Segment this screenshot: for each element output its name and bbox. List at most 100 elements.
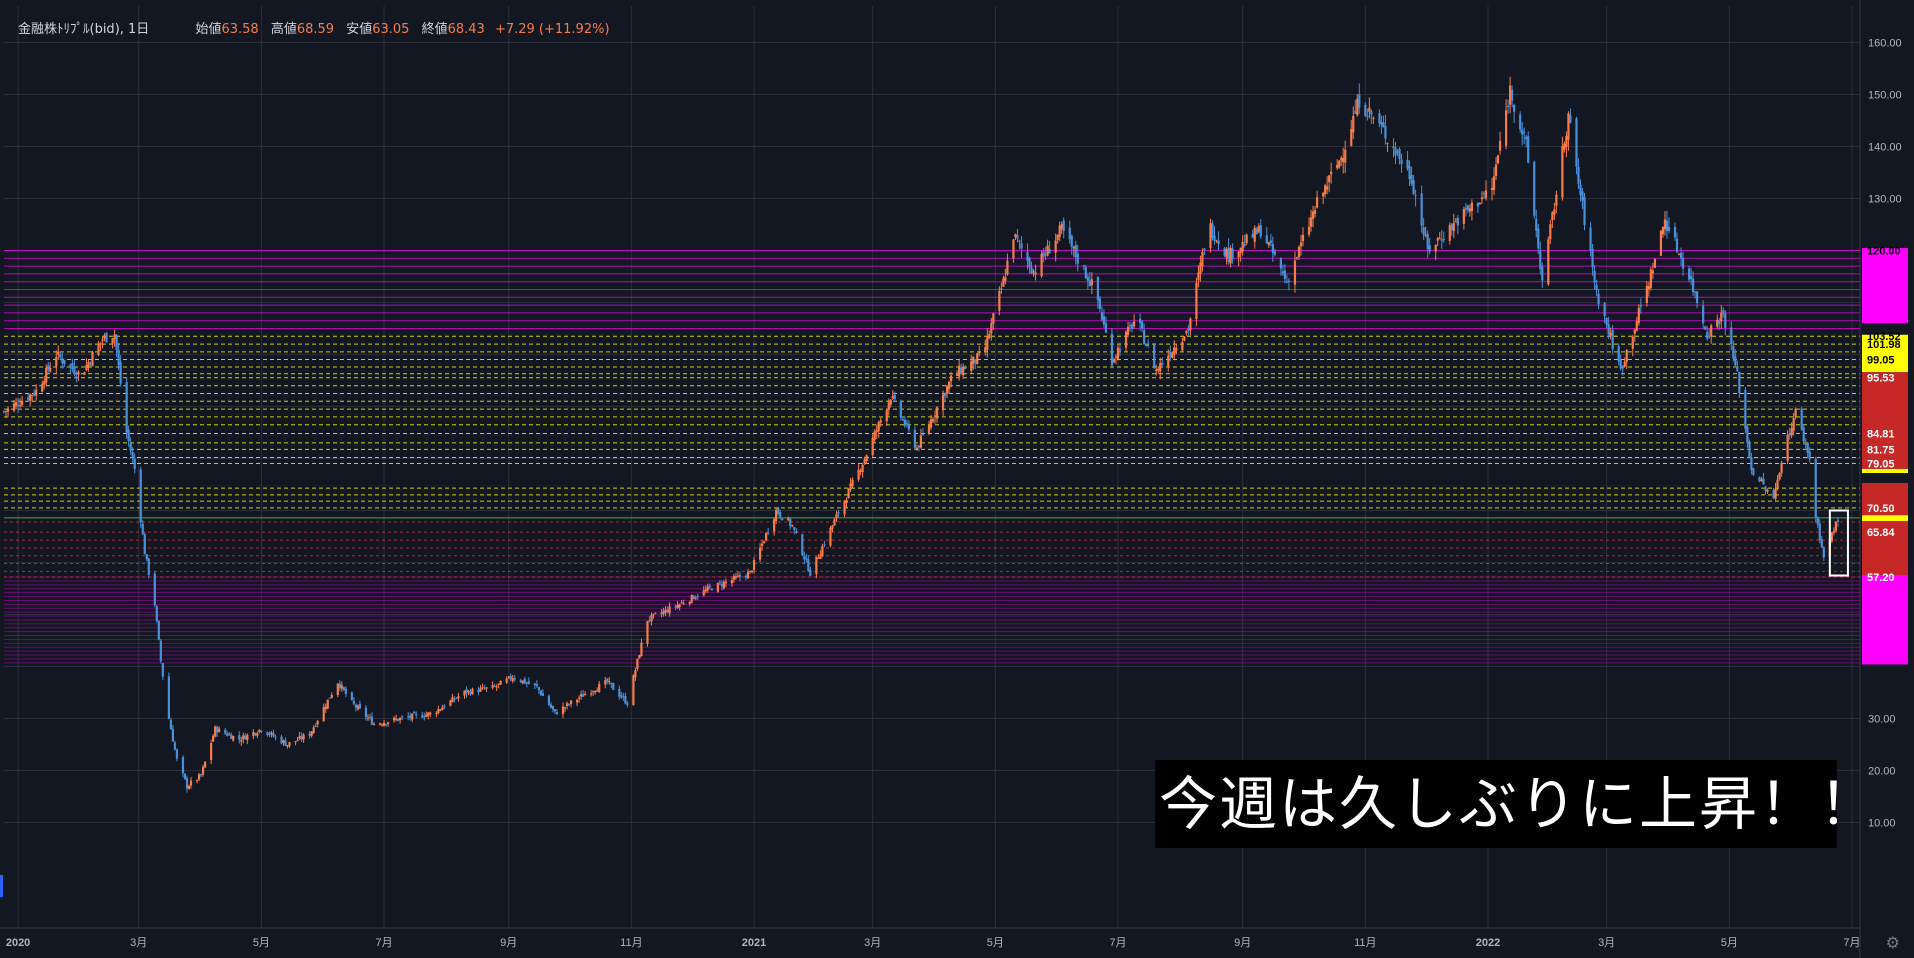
candle-body [296, 740, 299, 742]
candle-body [861, 464, 864, 472]
candle-body [1018, 240, 1021, 242]
candle-body [429, 712, 432, 715]
candle-body [1738, 371, 1741, 393]
candle-body [35, 389, 38, 396]
candle-body [1062, 220, 1065, 231]
candle-body [1074, 244, 1077, 258]
candle-body [915, 447, 919, 450]
candle-body [1058, 225, 1061, 237]
candle-body [1689, 275, 1693, 280]
candle-body [718, 582, 721, 584]
caption-text: 今週は久しぶりに上昇！！ [1159, 770, 1837, 838]
open-label: 始値 [195, 22, 222, 37]
candle-body [1358, 94, 1361, 108]
candle-body [139, 469, 142, 523]
candle-body [189, 780, 193, 786]
candle-body [935, 407, 939, 419]
candle-body [1818, 523, 1821, 540]
candle-body [511, 678, 514, 682]
candle-body [696, 596, 699, 598]
candle-body [395, 718, 398, 720]
candle-body [1734, 356, 1737, 366]
candle-body [1452, 222, 1455, 232]
candle-body [533, 683, 536, 686]
candle-body [787, 518, 790, 521]
price-badge-label: 101.98 [1867, 339, 1901, 351]
candle-body [1470, 202, 1474, 212]
candle-body [773, 519, 776, 532]
candle-body [1265, 235, 1268, 244]
candle-body [779, 512, 782, 518]
low-value: 63.05 [372, 22, 410, 37]
candle-body [594, 691, 597, 693]
symbol-label[interactable]: 金融株ﾄﾘﾌﾟﾙ(bid), 1日 [18, 22, 150, 37]
candle-body [1736, 366, 1739, 371]
candle-body [1112, 358, 1116, 363]
candle-body [931, 419, 935, 422]
candle-body [734, 576, 738, 578]
candle-body [1110, 333, 1114, 366]
candle-body [20, 400, 24, 405]
candle-body [203, 761, 207, 768]
candle-body [407, 716, 410, 718]
candle-body [1732, 345, 1735, 359]
candle-body [1400, 159, 1403, 165]
candle-body [31, 395, 34, 397]
candle-body [1583, 197, 1586, 225]
candle-body [760, 543, 764, 546]
candle-body [775, 509, 778, 521]
candle-body [1386, 142, 1389, 144]
candle-body [565, 703, 569, 707]
candle-body [1139, 318, 1142, 324]
price-badge-label: 70.50 [1867, 503, 1895, 515]
candle-body [57, 351, 60, 355]
candle-body [18, 405, 22, 407]
candle-body [553, 709, 557, 712]
candle-body [1659, 230, 1663, 256]
candle-body [1215, 240, 1218, 242]
candle-body [41, 383, 44, 392]
candle-body [1772, 490, 1775, 498]
candle-body [111, 338, 114, 344]
candle-body [1681, 258, 1685, 269]
candle-body [899, 401, 902, 417]
candle-body [845, 499, 848, 504]
candle-body [1042, 251, 1045, 257]
price-badge-label: 84.81 [1867, 428, 1895, 440]
candle-body [505, 678, 508, 683]
candle-body [1060, 224, 1063, 230]
candle-body [1494, 164, 1498, 176]
price-tick-label: 30.00 [1868, 714, 1896, 726]
candle-body [232, 735, 235, 741]
candle-body [358, 703, 362, 709]
candle-body [819, 554, 822, 559]
candle-body [1396, 151, 1399, 153]
candle-body [1245, 234, 1248, 244]
candle-body [1645, 285, 1648, 303]
candle-body [1595, 284, 1598, 291]
candle-body [1774, 488, 1777, 499]
candle-body [302, 734, 305, 740]
time-tick-label: 9月 [1234, 937, 1251, 949]
candle-body [185, 778, 189, 789]
change-value: +7.29 (+11.92%) [494, 22, 610, 37]
candle-body [1820, 539, 1823, 548]
candle-body [1048, 248, 1051, 254]
candle-body [1324, 185, 1327, 195]
candle-body [380, 724, 384, 726]
candle-body [1448, 225, 1451, 241]
candle-body [1603, 303, 1606, 316]
gear-icon[interactable]: ⚙ [1885, 933, 1900, 952]
candle-body [115, 334, 118, 350]
candle-body [927, 425, 931, 434]
candle-body [284, 740, 287, 746]
candle-body [1794, 408, 1797, 417]
candle-body [831, 525, 834, 529]
candle-body [1663, 219, 1667, 230]
candle-body [1577, 166, 1580, 184]
candle-body [1436, 238, 1439, 241]
candle-body [427, 712, 430, 716]
candle-body [238, 735, 241, 740]
candle-body [680, 602, 683, 604]
